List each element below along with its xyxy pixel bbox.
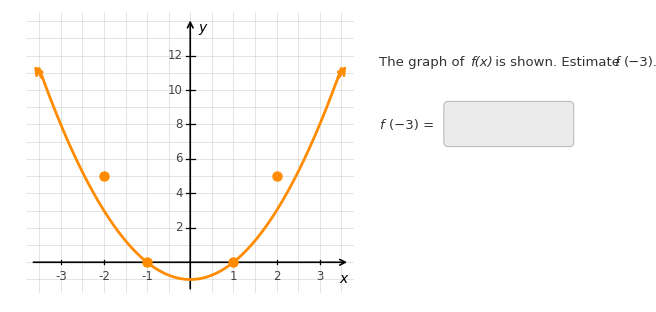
Text: f: f <box>379 119 384 132</box>
Text: (−3).: (−3). <box>624 56 656 69</box>
Text: 1: 1 <box>230 270 237 283</box>
Text: 10: 10 <box>167 84 182 96</box>
Text: is shown. Estimate: is shown. Estimate <box>491 56 625 69</box>
Text: 4: 4 <box>175 187 182 200</box>
Text: (−3) =: (−3) = <box>389 119 434 132</box>
Text: 12: 12 <box>167 49 182 62</box>
Text: f: f <box>614 56 619 69</box>
Text: -2: -2 <box>98 270 110 283</box>
Text: 3: 3 <box>316 270 323 283</box>
Text: x: x <box>339 272 348 286</box>
Text: -1: -1 <box>141 270 153 283</box>
Text: 2: 2 <box>273 270 280 283</box>
Text: f(x): f(x) <box>470 56 493 69</box>
Text: The graph of: The graph of <box>379 56 468 69</box>
FancyBboxPatch shape <box>444 101 574 147</box>
Text: 2: 2 <box>175 221 182 234</box>
Text: -3: -3 <box>55 270 67 283</box>
Text: 6: 6 <box>175 152 182 165</box>
Text: y: y <box>198 21 206 35</box>
Text: 8: 8 <box>175 118 182 131</box>
